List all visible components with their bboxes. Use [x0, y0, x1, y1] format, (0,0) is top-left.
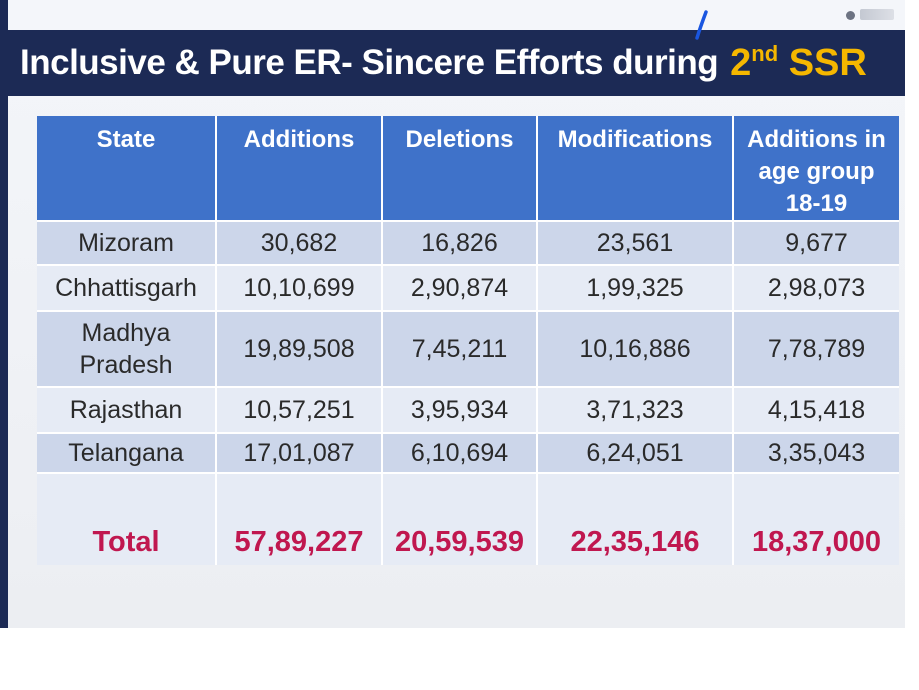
table-header-row: State Additions Deletions Modifications … [37, 116, 899, 221]
header-state: State [37, 116, 217, 221]
cell-additions-18-19: 9,677 [733, 220, 899, 265]
cell-state: Madhya Pradesh [37, 310, 217, 387]
cell-state: Telangana [37, 432, 217, 473]
cell-modifications: 10,16,886 [537, 310, 734, 387]
total-modifications: 22,35,146 [537, 472, 734, 565]
table-row: Madhya Pradesh 19,89,508 7,45,211 10,16,… [37, 310, 899, 387]
slide-title-accent: 2nd SSR [730, 41, 867, 84]
header-additions: Additions [216, 116, 383, 221]
cell-additions-18-19: 7,78,789 [733, 310, 899, 387]
cell-modifications: 3,71,323 [537, 386, 734, 433]
cell-additions: 10,10,699 [216, 264, 383, 311]
cell-additions-18-19: 2,98,073 [733, 264, 899, 311]
cell-deletions: 16,826 [382, 220, 538, 265]
cell-additions: 19,89,508 [216, 310, 383, 387]
cell-modifications: 6,24,051 [537, 432, 734, 473]
cell-state: Rajasthan [37, 386, 217, 433]
total-additions: 57,89,227 [216, 472, 383, 565]
cell-state: Mizoram [37, 220, 217, 265]
cell-deletions: 6,10,694 [382, 432, 538, 473]
cell-deletions: 7,45,211 [382, 310, 538, 387]
ssr-table: State Additions Deletions Modifications … [37, 116, 899, 565]
cell-additions: 17,01,087 [216, 432, 383, 473]
cell-additions-18-19: 4,15,418 [733, 386, 899, 433]
total-additions-18-19: 18,37,000 [733, 472, 899, 565]
slide: Inclusive & Pure ER- Sincere Efforts dur… [0, 0, 905, 628]
table-row: Chhattisgarh 10,10,699 2,90,874 1,99,325… [37, 264, 899, 311]
title-bar: Inclusive & Pure ER- Sincere Efforts dur… [8, 30, 905, 96]
slide-title: Inclusive & Pure ER- Sincere Efforts dur… [20, 43, 719, 82]
table-total-row: Total 57,89,227 20,59,539 22,35,146 18,3… [37, 472, 899, 565]
cell-additions: 10,57,251 [216, 386, 383, 433]
cell-state: Chhattisgarh [37, 264, 217, 311]
header-additions-18-19: Additions in age group 18-19 [733, 116, 899, 221]
cell-additions-18-19: 3,35,043 [733, 432, 899, 473]
total-deletions: 20,59,539 [382, 472, 538, 565]
table-row: Telangana 17,01,087 6,10,694 6,24,051 3,… [37, 432, 899, 473]
header-modifications: Modifications [537, 116, 734, 221]
cell-deletions: 3,95,934 [382, 386, 538, 433]
table-row: Mizoram 30,682 16,826 23,561 9,677 [37, 220, 899, 265]
table-row: Rajasthan 10,57,251 3,95,934 3,71,323 4,… [37, 386, 899, 433]
cell-additions: 30,682 [216, 220, 383, 265]
cell-modifications: 23,561 [537, 220, 734, 265]
cell-deletions: 2,90,874 [382, 264, 538, 311]
header-deletions: Deletions [382, 116, 538, 221]
pen-annotation-icon [695, 10, 708, 40]
watermark-icon [838, 8, 898, 24]
total-label: Total [37, 472, 217, 565]
slide-left-edge [0, 0, 8, 628]
cell-modifications: 1,99,325 [537, 264, 734, 311]
